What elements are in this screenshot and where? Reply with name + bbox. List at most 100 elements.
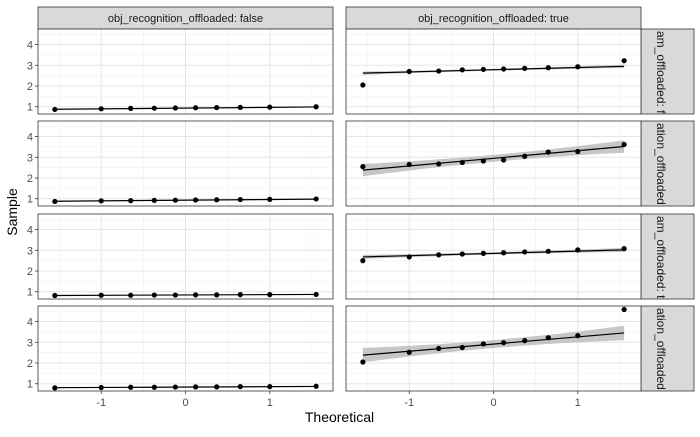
y-tick-label: 1	[27, 102, 33, 114]
data-point	[128, 198, 134, 204]
data-point	[621, 306, 627, 313]
qq-reference-line	[54, 293, 317, 297]
row-strip-label: am_offloaded: tr	[654, 216, 668, 303]
data-point	[501, 66, 507, 72]
data-point	[128, 105, 134, 112]
row-strip-label: am_offloaded: fa	[654, 31, 668, 121]
data-point	[545, 65, 551, 71]
y-tick-label: 4	[27, 317, 33, 329]
row-strip-label-group: am_offloaded: tr	[654, 216, 668, 303]
data-point	[237, 384, 243, 390]
row-strip	[640, 28, 695, 115]
data-point	[237, 104, 243, 110]
data-point	[193, 384, 199, 390]
data-point	[436, 161, 442, 167]
row-strip-label-group: ation_offloaded: fa	[654, 123, 668, 222]
data-point	[575, 247, 581, 253]
y-tick-label: 1	[27, 194, 33, 206]
data-point	[193, 105, 199, 111]
y-axis-title: Sample	[4, 188, 20, 236]
data-point	[459, 67, 465, 73]
y-tick-label: 2	[27, 266, 33, 278]
data-point	[480, 158, 486, 164]
y-tick-label: 2	[27, 173, 33, 185]
data-point	[406, 161, 412, 168]
qq-reference-line	[54, 198, 317, 202]
x-tick-label: 1	[575, 397, 581, 409]
data-point	[545, 248, 551, 254]
row-strip	[640, 305, 695, 392]
data-point	[459, 344, 465, 351]
data-point	[151, 197, 157, 204]
data-point	[193, 197, 199, 203]
column-strip-label: obj_recognition_offloaded: false	[108, 13, 263, 25]
panel-border	[37, 120, 334, 207]
data-point	[267, 292, 273, 298]
data-point	[313, 196, 319, 202]
data-point	[237, 292, 243, 298]
panel-border	[345, 28, 642, 115]
data-point	[459, 251, 465, 257]
y-tick-label: 3	[27, 60, 33, 72]
data-point	[360, 258, 366, 264]
qq-reference-line	[362, 65, 625, 74]
row-strip-label: ation_offloaded: tr	[654, 308, 668, 404]
data-point	[621, 246, 627, 252]
data-point	[214, 384, 220, 390]
data-point	[360, 82, 366, 88]
data-point	[52, 385, 58, 391]
data-point	[193, 292, 199, 298]
data-point	[151, 384, 157, 390]
data-point	[214, 197, 220, 203]
row-strip-label-group: am_offloaded: fa	[654, 31, 668, 121]
data-point	[575, 64, 581, 70]
panel-border	[345, 120, 642, 207]
qq-reference-line	[362, 145, 625, 171]
x-tick-label: 1	[267, 397, 273, 409]
data-point	[267, 104, 273, 110]
data-point	[621, 141, 627, 148]
x-tick-label: 0	[490, 397, 496, 409]
panel-border	[37, 213, 334, 300]
data-point	[98, 292, 104, 298]
data-point	[98, 198, 104, 204]
y-tick-label: 1	[27, 379, 33, 391]
panel-border	[345, 213, 642, 300]
column-strip-label: obj_recognition_offloaded: true	[418, 13, 569, 25]
qq-reference-line	[362, 249, 625, 258]
data-point	[313, 383, 319, 389]
data-point	[501, 250, 507, 256]
y-tick-label: 3	[27, 152, 33, 164]
data-point	[151, 292, 157, 298]
qq-reference-line	[362, 332, 625, 356]
x-tick-label: 0	[182, 397, 188, 409]
y-tick-label: 3	[27, 337, 33, 349]
data-point	[436, 345, 442, 352]
data-point	[172, 197, 178, 203]
data-point	[480, 341, 486, 347]
data-point	[267, 384, 273, 390]
y-tick-label: 2	[27, 81, 33, 93]
data-point	[98, 384, 104, 391]
data-point	[151, 105, 157, 111]
y-tick-label: 2	[27, 358, 33, 370]
data-point	[267, 196, 273, 202]
x-axis-title: Theoretical	[305, 409, 374, 425]
data-point	[360, 164, 366, 170]
row-strip-label: ation_offloaded: fa	[654, 123, 668, 222]
row-strip	[640, 213, 695, 300]
data-point	[237, 196, 243, 203]
data-point	[575, 148, 581, 155]
data-point	[406, 349, 412, 355]
y-tick-label: 1	[27, 287, 33, 299]
data-point	[501, 340, 507, 346]
data-point	[172, 292, 178, 298]
qq-reference-line	[54, 106, 317, 110]
data-point	[522, 65, 528, 71]
x-tick-label: -1	[96, 397, 106, 409]
data-point	[214, 104, 220, 111]
data-point	[501, 157, 507, 163]
y-tick-label: 4	[27, 225, 33, 237]
data-point	[360, 359, 366, 365]
